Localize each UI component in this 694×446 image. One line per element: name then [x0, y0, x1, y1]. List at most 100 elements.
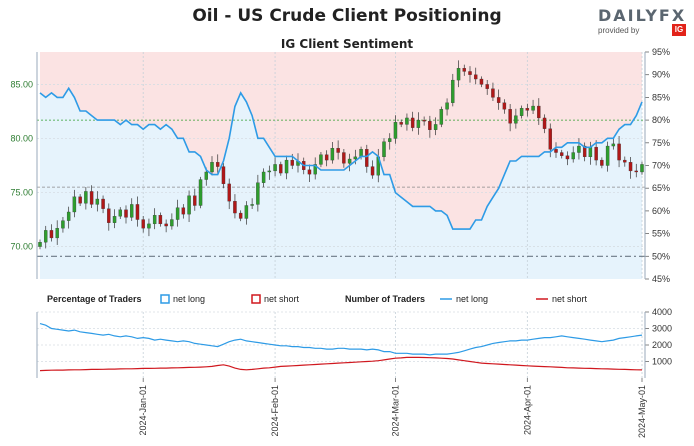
count-tick-label: 1000: [652, 357, 672, 367]
candle-body-58: [370, 166, 375, 176]
candle-body-13: [112, 216, 117, 223]
candle-body-43: [284, 159, 289, 174]
candle-body-103: [628, 162, 633, 172]
candle-body-96: [588, 146, 593, 158]
legend-net-long-swatch: [160, 294, 170, 304]
trader-count-panel: 1000 2000 3000 4000: [36, 307, 672, 378]
candle-body-18: [141, 219, 145, 229]
candle-body-82: [508, 109, 512, 124]
legend-net-long-label: net long: [173, 294, 205, 304]
candle-body-61: [388, 138, 392, 142]
candle-body-86: [531, 105, 535, 111]
candle-body-79: [491, 88, 495, 98]
candle-body-17: [135, 204, 140, 220]
candle-body-62: [393, 122, 398, 139]
candle-body-83: [514, 115, 518, 124]
candle-body-104: [634, 170, 638, 173]
candle-body-38: [256, 182, 260, 205]
percent-tick-label: 70%: [652, 161, 670, 171]
candle-body-21: [158, 215, 163, 225]
candle-body-63: [399, 122, 403, 125]
count-tick-label: 3000: [652, 324, 672, 334]
date-tick-label: 2024-Jan-01: [138, 385, 148, 436]
candle-body-27: [193, 195, 197, 206]
brand-text: DAILYFX: [598, 6, 687, 25]
candle-body-28: [198, 179, 203, 206]
candle-body-95: [582, 145, 587, 158]
candle-body-50: [324, 154, 329, 161]
percent-tick-label: 60%: [652, 206, 670, 216]
candle-body-51: [330, 148, 335, 161]
candle-body-23: [170, 219, 174, 227]
candle-body-70: [439, 109, 444, 125]
candle-body-87: [537, 105, 541, 119]
candle-body-12: [107, 208, 111, 223]
candle-body-75: [468, 71, 472, 75]
candle-body-36: [244, 205, 249, 219]
date-tick-label: 2024-Mar-01: [390, 385, 400, 437]
candle-body-47: [307, 169, 312, 175]
candle-body-30: [210, 162, 214, 173]
candle-body-48: [313, 164, 317, 175]
candle-body-94: [577, 145, 581, 153]
candle-body-2: [49, 230, 54, 239]
candle-body-53: [342, 152, 346, 164]
ig-logo: IG: [672, 24, 686, 36]
percent-tick-label: 45%: [652, 274, 670, 284]
percent-tick-label: 85%: [652, 92, 670, 102]
candle-body-22: [164, 223, 168, 227]
candle-body-29: [204, 171, 208, 180]
price-axis: 70.00 75.00 80.00 85.00: [10, 79, 33, 251]
candle-body-34: [233, 201, 237, 214]
candle-body-6: [72, 196, 77, 213]
candle-body-105: [640, 164, 644, 173]
candle-body-88: [542, 117, 547, 129]
candle-body-71: [445, 102, 449, 110]
candle-body-98: [600, 159, 604, 166]
percent-tick-label: 55%: [652, 229, 670, 239]
candle-body-55: [353, 156, 358, 160]
net-long-area: [40, 88, 642, 279]
candle-body-100: [611, 143, 616, 147]
num-net-long-line: [39, 323, 643, 356]
legend-net-short-swatch: [251, 294, 261, 304]
candle-body-42: [279, 164, 283, 174]
candle-body-78: [485, 84, 489, 89]
chart-title: Oil - US Crude Client Positioning: [192, 6, 502, 26]
candle-body-41: [273, 164, 277, 172]
candle-body-5: [66, 211, 71, 221]
percent-tick-label: 90%: [652, 70, 670, 80]
candle-body-97: [594, 146, 598, 161]
reference-lines: [37, 119, 645, 257]
candle-body-92: [565, 155, 570, 160]
candle-body-57: [365, 149, 369, 167]
candle-body-66: [416, 119, 421, 128]
percent-tick-label: 95%: [652, 47, 670, 57]
candle-body-85: [525, 108, 530, 111]
legend: Percentage of Traders net long net short…: [47, 294, 588, 304]
candle-body-20: [152, 215, 157, 225]
candle-body-10: [95, 198, 100, 205]
candle-body-7: [78, 196, 82, 204]
dailyfx-logo: DAILYFX: [598, 6, 686, 25]
price-candles: [38, 60, 644, 250]
candle-body-37: [250, 204, 254, 206]
candle-body-31: [216, 162, 220, 167]
main-gridlines: [37, 52, 645, 279]
candle-body-77: [479, 78, 484, 85]
candle-body-89: [548, 128, 552, 150]
candle-body-90: [554, 149, 558, 153]
candle-body-69: [433, 124, 438, 130]
percent-tick-label: 65%: [652, 183, 670, 193]
percent-tick-label: 80%: [652, 115, 670, 125]
legend-percentage-heading: Percentage of Traders: [47, 294, 142, 304]
legend-net-short-label: net short: [264, 294, 300, 304]
percent-tick-label: 50%: [652, 251, 670, 261]
candle-body-52: [336, 148, 340, 153]
candle-body-4: [61, 220, 65, 229]
candle-body-0: [38, 242, 42, 247]
candle-body-68: [428, 121, 432, 130]
count-tick-label: 2000: [652, 340, 672, 350]
price-tick-label: 85.00: [10, 79, 33, 89]
